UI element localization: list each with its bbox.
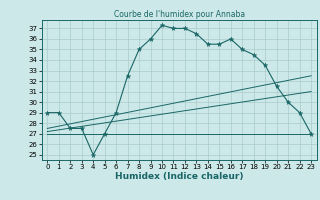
X-axis label: Humidex (Indice chaleur): Humidex (Indice chaleur): [115, 172, 244, 181]
Title: Courbe de l'humidex pour Annaba: Courbe de l'humidex pour Annaba: [114, 10, 245, 19]
